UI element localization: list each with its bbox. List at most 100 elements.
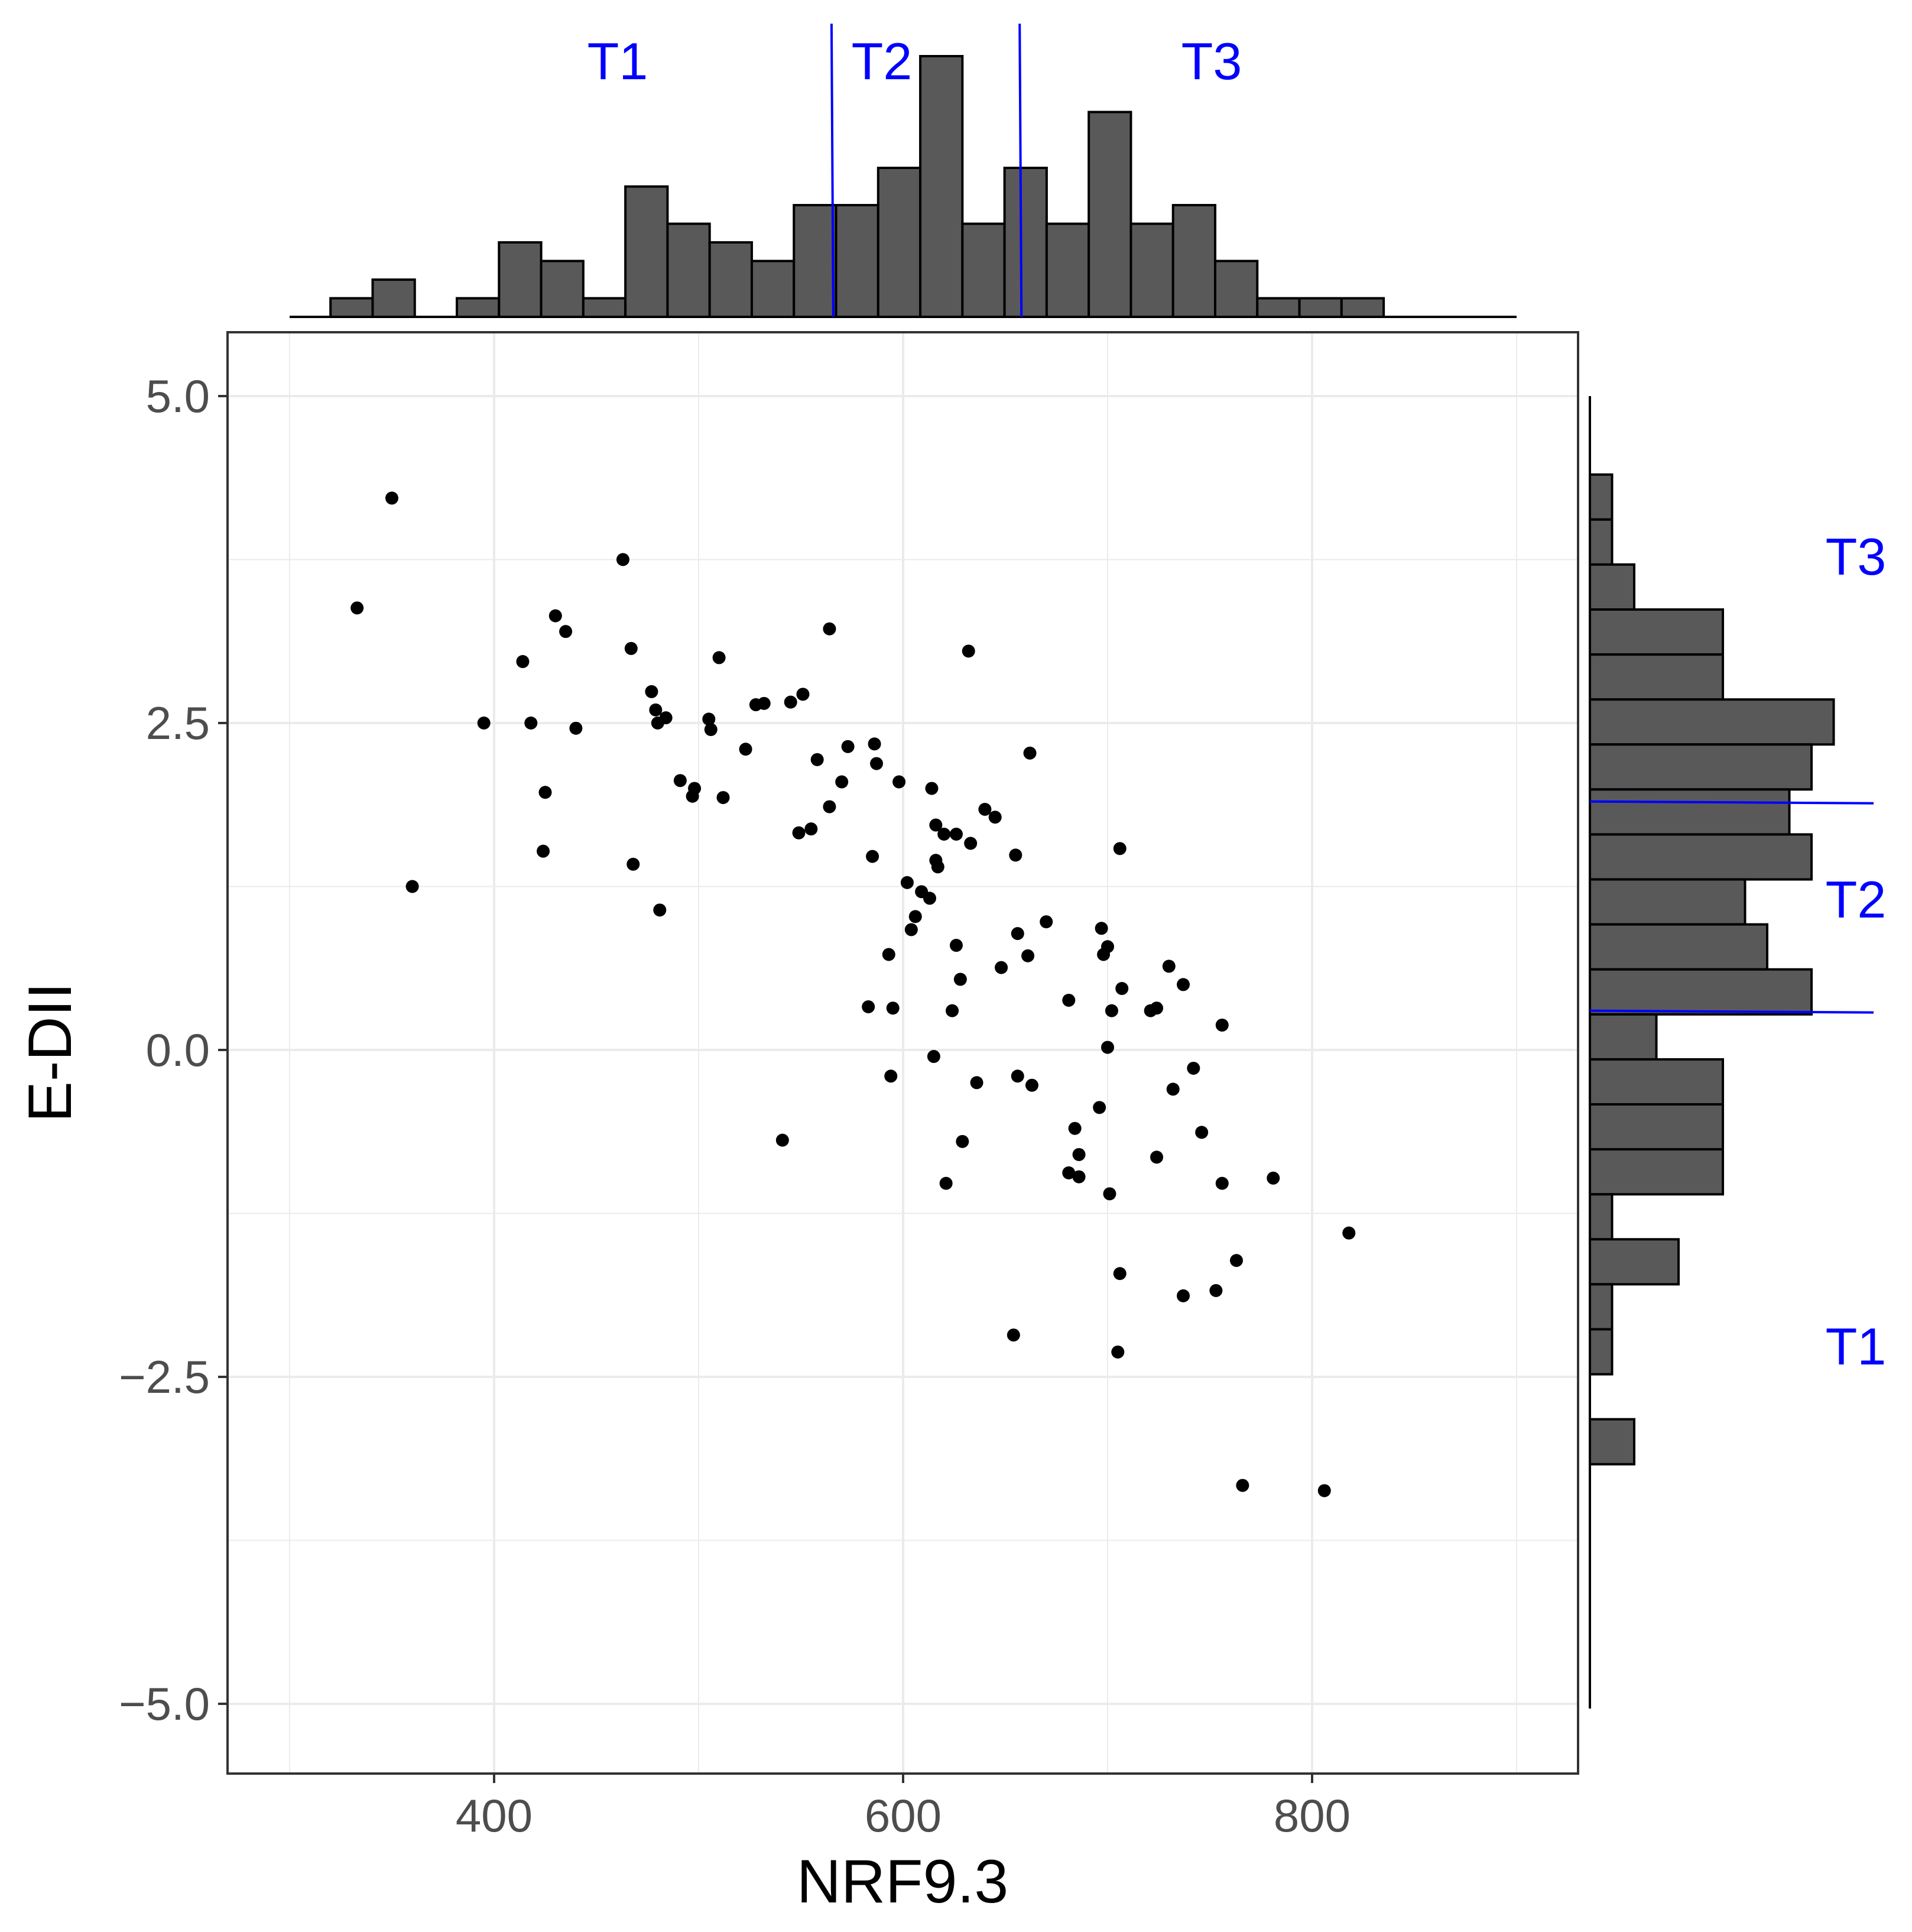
scatter-point [923,892,936,905]
scatter-point [1103,1187,1116,1201]
y-axis-ticks: 5.0 2.5 0.0 −2.5 −5.0 [119,370,228,1730]
y-marginal-histogram: T3 T2 T1 [1589,396,1887,1709]
scatter-point [559,625,573,638]
x-histogram-bar [1003,167,1048,318]
x-tick-label: 800 [1274,1790,1351,1842]
y-tick-label: −5.0 [119,1678,210,1730]
scatter-point [524,717,538,730]
y-tick-label: 5.0 [146,370,210,422]
x-histogram-bar [498,241,543,318]
x-histogram-bar [919,55,964,318]
scatter-point [1009,848,1022,862]
scatter-point [964,837,978,850]
y-histogram-bar [1589,1418,1635,1466]
scatter-point [1093,1101,1106,1114]
x-histogram-bar [329,297,374,318]
scatter-point [868,737,881,751]
y-histogram-bar [1589,1148,1724,1196]
scatter-point [757,696,771,710]
y-histogram-bar [1589,1058,1724,1106]
scatter-point [616,553,629,566]
scatter-point [1011,1069,1024,1083]
x-histogram-bar [793,204,837,318]
y-histogram-bar [1589,743,1813,791]
scatter-point [882,948,895,961]
x-histogram-bar [708,241,753,318]
x-histogram-bar [1298,297,1343,318]
y-tertile-cut-lines [1589,800,1874,1014]
x-histogram-bar [877,167,922,318]
x-tick-label: 600 [865,1790,942,1842]
scatter-point [516,655,530,669]
scatter-point [775,1133,789,1147]
scatter-point [1267,1171,1280,1185]
scatter-point [995,961,1008,974]
scatter-point [1105,1004,1118,1017]
x-tertile-cut-lines [830,23,1023,317]
y-tertile-label-t1: T1 [1826,1317,1887,1376]
scatter-point [929,818,943,832]
scatter-point [645,685,658,698]
x-histogram-bar [624,185,669,318]
scatter-point [712,651,726,664]
scatter-point [569,721,583,735]
scatter-point [704,723,718,737]
scatter-point [962,644,975,658]
scatter-point [1062,993,1076,1007]
y-histogram-bar [1589,1103,1724,1151]
y-histogram-bar [1589,518,1614,566]
scatter-point [1007,1328,1020,1342]
x-tertile-labels: T1 T2 T3 [587,32,1242,90]
scatter-points [350,491,1356,1497]
x-histogram-bar [456,297,501,318]
x-histogram-bar [666,222,711,318]
y-tertile-cut-line [1589,800,1874,805]
scatter-point [1023,746,1037,760]
x-tick-label: 400 [456,1790,533,1842]
scatter-point [1101,1040,1114,1054]
y-histogram-bars [1589,473,1835,1466]
x-histogram-bar [835,204,879,318]
scatter-point [1095,922,1108,935]
y-tick-label: 0.0 [146,1024,210,1076]
y-histogram-bar [1589,788,1791,836]
scatter-point [624,641,638,655]
y-histogram-bar [1589,1283,1614,1331]
scatter-point [1062,1166,1076,1179]
scatter-point [548,609,562,623]
scatter-point [823,622,836,636]
scatter-point [716,791,730,805]
scatter-point [970,1076,983,1090]
grid-major [228,332,1578,1774]
scatter-point [946,1004,959,1017]
scatter-point [688,782,702,795]
scatter-point [1342,1226,1356,1240]
scatter-point [949,939,963,952]
scatter-point [537,844,550,858]
scatter-point [904,923,918,936]
scatter-point [1317,1484,1331,1497]
scatter-point [538,786,552,799]
scatter-point [956,1134,969,1148]
scatter-point [350,601,364,615]
x-axis-title: NRF9.3 [797,1847,1008,1916]
scatter-point [1195,1126,1209,1139]
scatter-point [841,740,855,753]
x-histogram-bar [750,260,796,318]
scatter-point [796,688,810,701]
x-histogram-bar [1129,222,1174,318]
scatter-point [653,903,667,917]
scatter-point [1177,978,1190,991]
scatter-point [870,757,884,770]
scatter-point [1072,1147,1086,1161]
y-histogram-bar [1589,698,1835,746]
x-histogram-bar [1340,297,1385,318]
x-histogram-bar [1171,204,1216,318]
scatter-point [978,802,992,816]
scatter-point [702,712,716,726]
y-tick-label: −2.5 [119,1351,210,1403]
scatter-point [1166,1082,1180,1096]
scatter-point [1040,915,1053,929]
y-tick-label: 2.5 [146,697,210,749]
